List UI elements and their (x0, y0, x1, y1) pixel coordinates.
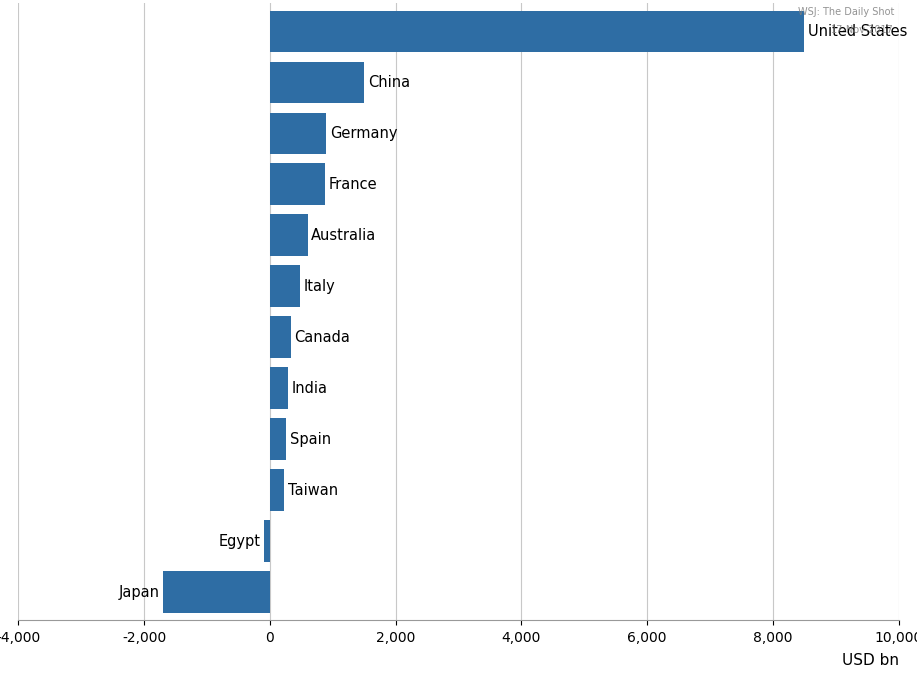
Text: France: France (328, 177, 377, 192)
Text: United States: United States (808, 24, 908, 39)
Bar (264, 520, 270, 562)
Text: Germany: Germany (330, 126, 398, 141)
Bar (270, 163, 325, 205)
Bar (270, 214, 307, 256)
Text: Australia: Australia (312, 228, 377, 243)
Text: Spain: Spain (290, 432, 331, 446)
Text: 17-Nov-2017: 17-Nov-2017 (832, 25, 894, 35)
Bar (270, 10, 804, 52)
Bar (270, 469, 284, 511)
Text: Italy: Italy (304, 279, 336, 294)
Bar (270, 316, 291, 358)
Text: Japan: Japan (118, 584, 160, 599)
Text: India: India (292, 381, 328, 395)
Bar (270, 61, 364, 103)
Text: Egypt: Egypt (218, 533, 260, 548)
Bar (270, 112, 326, 154)
Text: Canada: Canada (294, 330, 350, 344)
Bar (270, 418, 286, 460)
Bar (270, 367, 288, 409)
Bar (163, 571, 270, 613)
Text: China: China (368, 75, 410, 90)
X-axis label: USD bn: USD bn (842, 653, 899, 668)
Text: Taiwan: Taiwan (288, 482, 338, 497)
Text: WSJ: The Daily Shot: WSJ: The Daily Shot (798, 6, 894, 17)
Bar (270, 265, 300, 307)
